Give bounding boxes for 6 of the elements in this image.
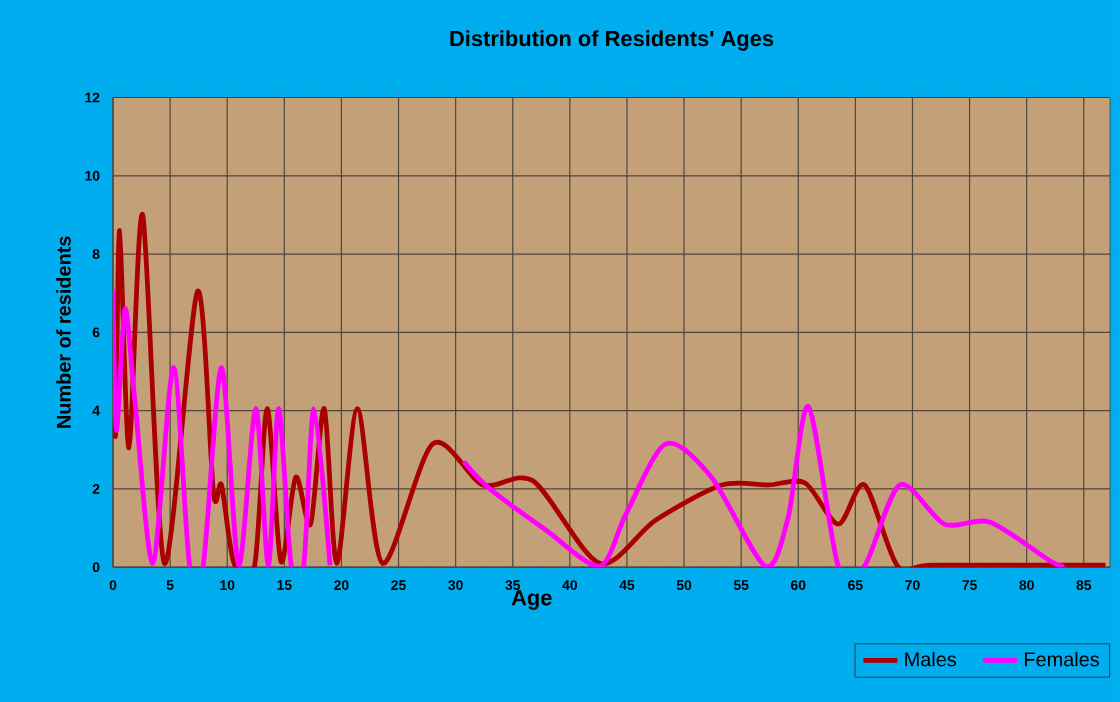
legend-label: Males: [905, 651, 957, 667]
chart-title: Distribution of Residents' Ages: [450, 29, 774, 51]
x-axis-title: Age: [511, 589, 552, 610]
line-series: [113, 212, 1108, 567]
y-axis-title: Number of residents: [56, 236, 71, 428]
legend-label: Females: [1025, 651, 1099, 667]
